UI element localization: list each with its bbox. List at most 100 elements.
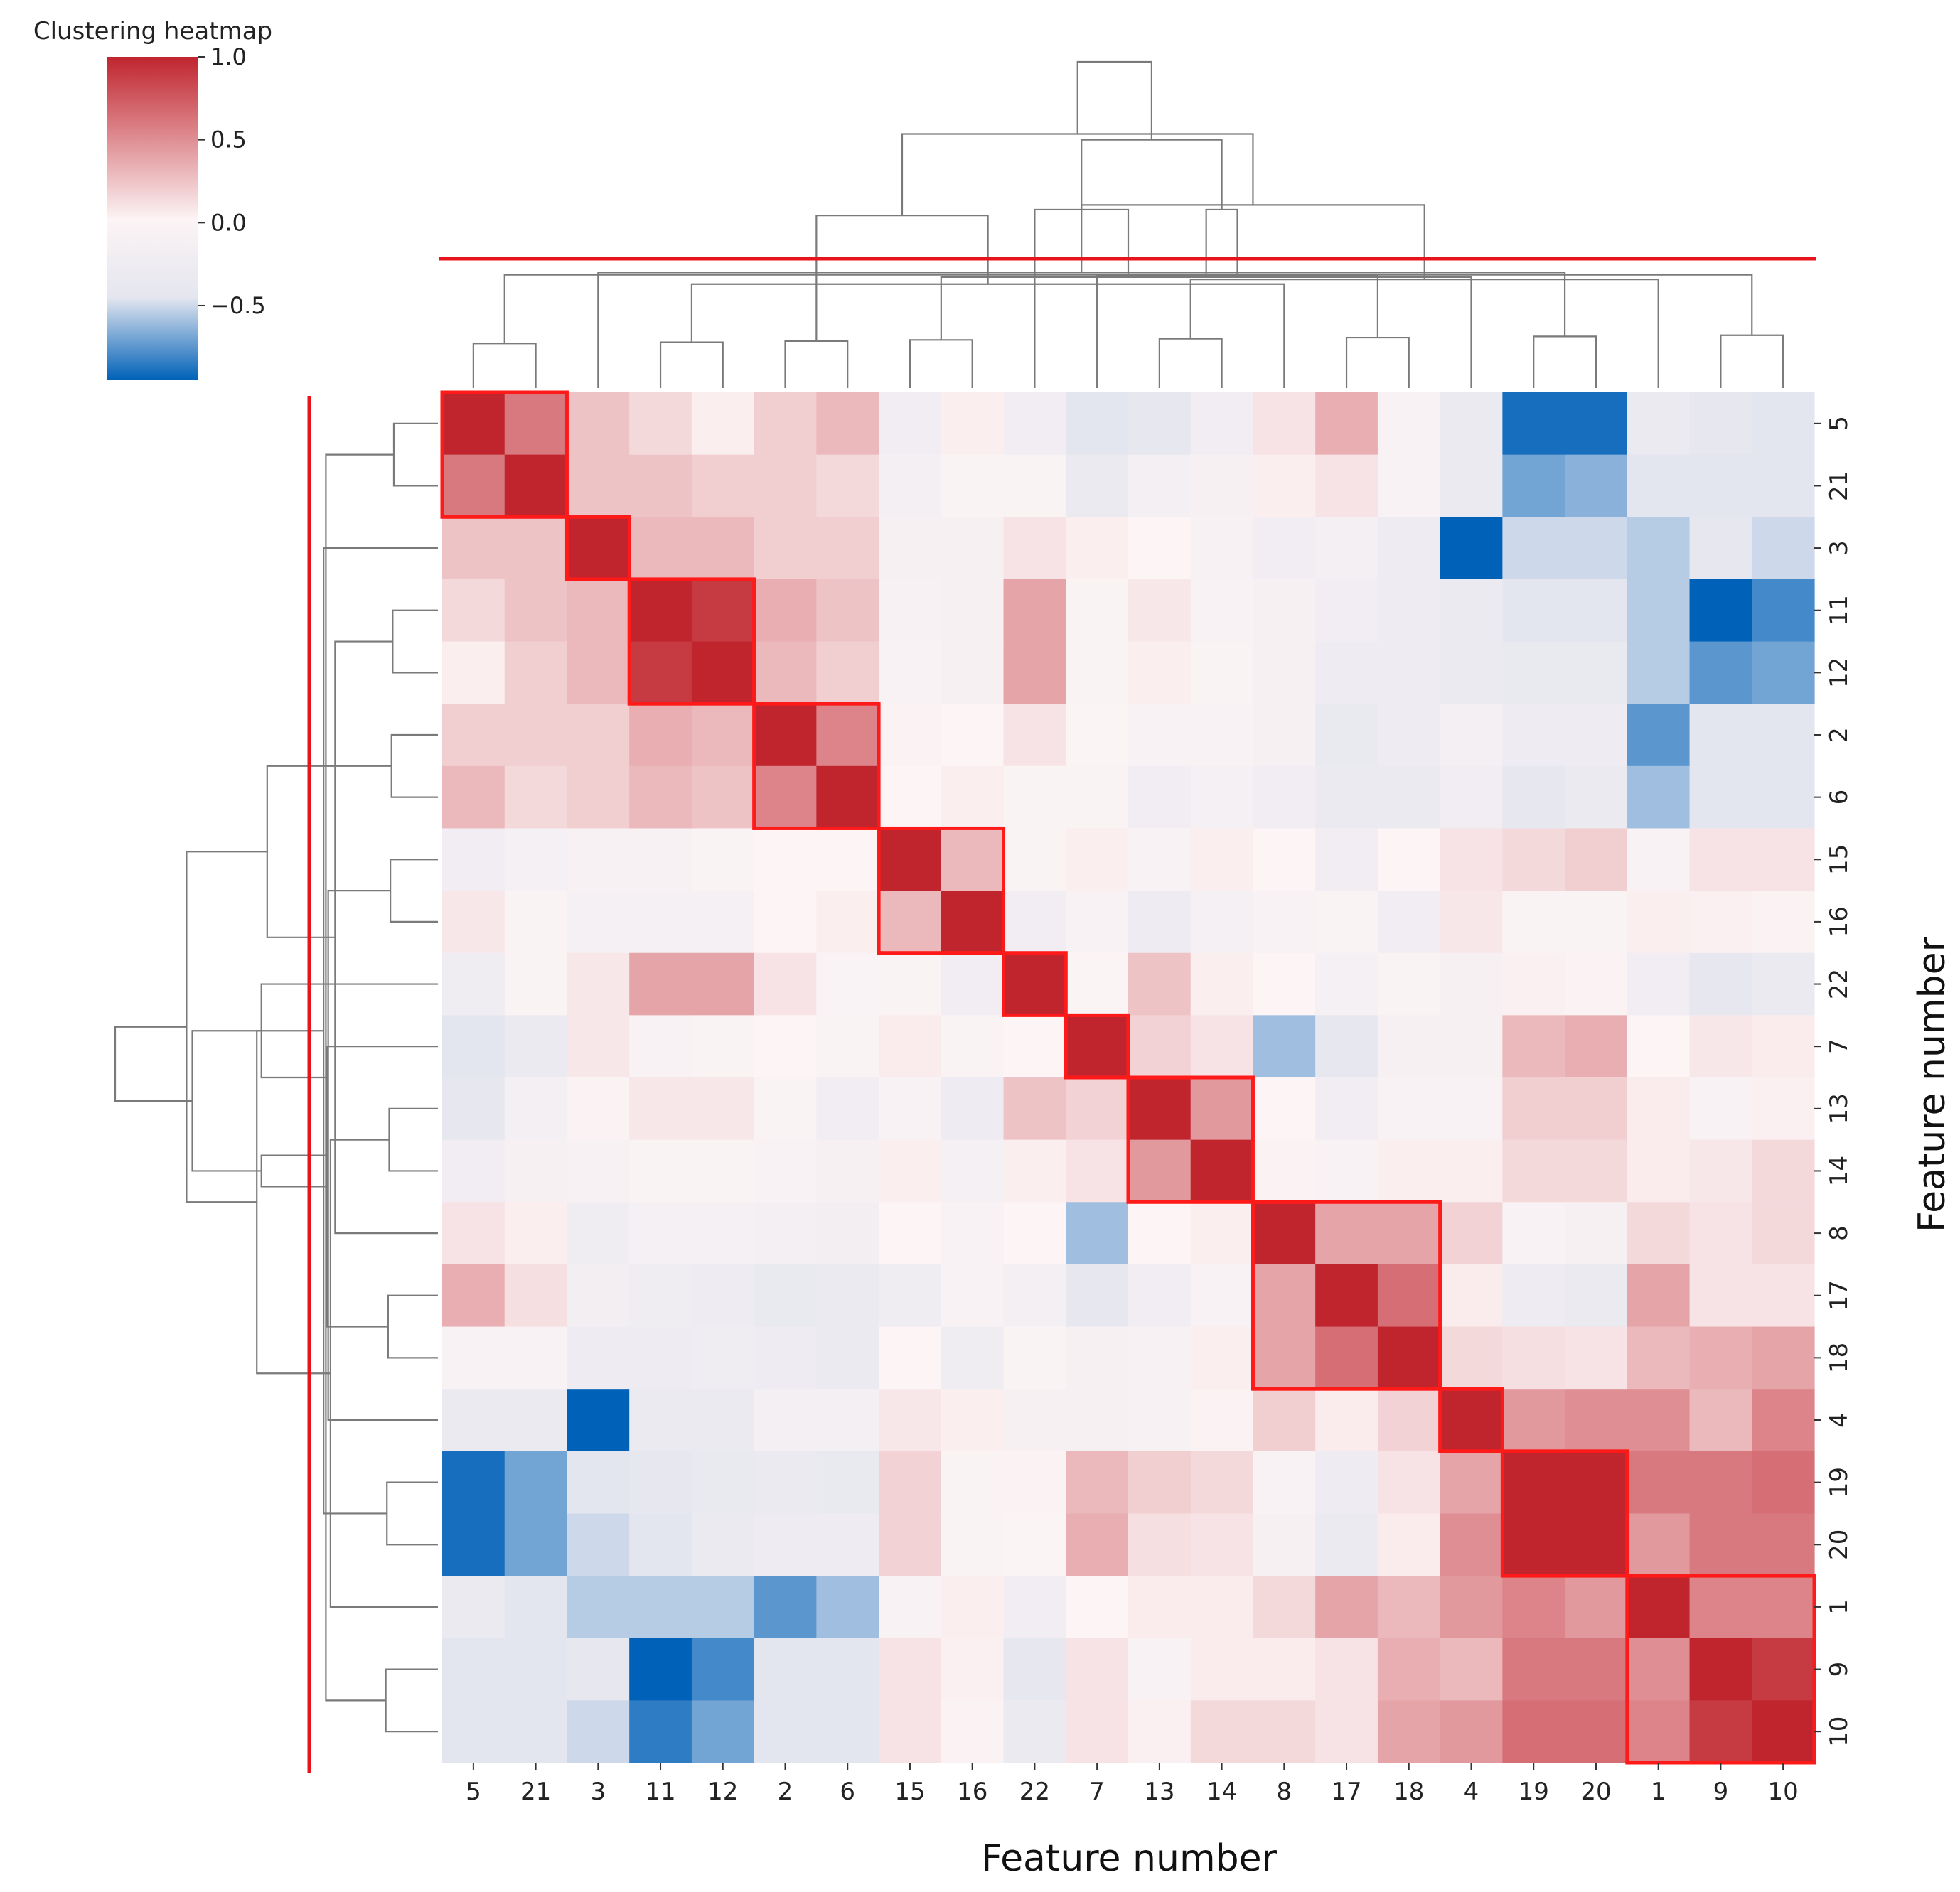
heatmap-cell-8-15 [879,1202,942,1265]
heatmap-cell-10-21 [504,1700,568,1763]
heatmap-cell-13-17 [1315,1077,1378,1141]
heatmap-cell-20-10 [1752,1513,1815,1576]
heatmap-cell-15-17 [1315,828,1378,891]
y-tick-label: 3 [1825,540,1853,556]
heatmap-cell-18-15 [879,1326,942,1390]
heatmap-cell-19-11 [629,1451,692,1515]
heatmap-cell-19-3 [567,1451,630,1515]
heatmap-cell-7-13 [1128,1015,1191,1078]
heatmap-cell-4-4 [1440,1389,1503,1452]
heatmap-cell-11-18 [1377,579,1441,643]
heatmap-cell-18-5 [442,1326,505,1390]
heatmap-cell-18-6 [816,1326,879,1390]
heatmap-cell-4-6 [816,1389,879,1452]
heatmap-cell-18-14 [1190,1326,1254,1390]
heatmap-cell-5-5 [442,392,505,456]
heatmap-cell-17-9 [1689,1264,1752,1328]
heatmap-cell-16-2 [754,891,817,954]
heatmap-cell-21-12 [691,454,755,517]
x-tick-label: 10 [1767,1778,1798,1806]
heatmap-cell-13-19 [1502,1077,1565,1141]
heatmap-cell-6-17 [1315,765,1378,829]
heatmap-cell-22-19 [1502,952,1565,1016]
row-dendrogram-link [323,547,438,1515]
heatmap-cell-4-14 [1190,1389,1254,1452]
heatmap-cell-21-3 [567,454,630,517]
heatmap-cell-22-16 [941,952,1005,1016]
heatmap-cell-8-18 [1377,1202,1441,1265]
y-tick-label: 11 [1825,595,1853,625]
heatmap-cell-19-14 [1190,1451,1254,1515]
heatmap-cell-6-10 [1752,765,1815,829]
heatmap-cell-5-10 [1752,392,1815,456]
heatmap-cell-19-22 [1003,1451,1066,1515]
y-tick-label: 19 [1825,1467,1853,1498]
heatmap-cell-18-17 [1315,1326,1378,1390]
heatmap-cell-14-1 [1627,1139,1691,1203]
heatmap-cell-4-18 [1377,1389,1441,1452]
heatmap-cell-6-7 [1066,765,1129,829]
y-tick-label: 17 [1825,1280,1853,1311]
heatmap-cell-6-8 [1253,765,1316,829]
heatmap-cell-19-6 [816,1451,879,1515]
heatmap-cell-15-11 [629,828,692,891]
heatmap-cell-22-1 [1627,952,1691,1016]
heatmap-cell-9-11 [629,1638,692,1701]
heatmap-cell-17-17 [1315,1264,1378,1328]
heatmap-cell-7-15 [879,1015,942,1078]
heatmap-cell-4-16 [941,1389,1005,1452]
heatmap-cell-3-7 [1066,517,1129,580]
heatmap-cell-22-15 [879,952,942,1016]
heatmap-cell-6-4 [1440,765,1503,829]
x-tick-label: 16 [957,1778,987,1806]
heatmap-cell-17-2 [754,1264,817,1328]
heatmap-cell-5-20 [1565,392,1628,456]
heatmap-cell-19-8 [1253,1451,1316,1515]
heatmap-cell-7-18 [1377,1015,1441,1078]
heatmap-cell-1-10 [1752,1576,1815,1639]
heatmap-cell-7-9 [1689,1015,1752,1078]
heatmap-cell-13-2 [754,1077,817,1141]
heatmap-cell-4-21 [504,1389,568,1452]
heatmap-cell-20-17 [1315,1513,1378,1576]
heatmap-cell-18-20 [1565,1326,1628,1390]
heatmap-cell-1-8 [1253,1576,1316,1639]
heatmap-cell-10-14 [1190,1700,1254,1763]
cluster-box-2-6 [752,702,881,830]
x-tick-label: 5 [466,1778,481,1806]
heatmap-cell-5-14 [1190,392,1254,456]
heatmap-cell-16-20 [1565,891,1628,954]
heatmap-cell-18-3 [567,1326,630,1390]
row-dendrogram-link [387,1294,438,1359]
heatmap-cell-4-19 [1502,1389,1565,1452]
heatmap-cell-16-14 [1190,891,1254,954]
heatmap-cell-12-8 [1253,641,1316,704]
x-tick-label: 19 [1519,1778,1549,1806]
heatmap-cell-2-3 [567,704,630,767]
heatmap-cell-16-1 [1627,891,1691,954]
heatmap-cell-1-3 [567,1576,630,1639]
y-tick-label: 10 [1825,1716,1853,1747]
heatmap-cell-12-2 [754,641,817,704]
heatmap-cell-13-7 [1066,1077,1129,1141]
heatmap-cell-8-8 [1253,1202,1316,1265]
heatmap-cell-20-12 [691,1513,755,1576]
heatmap-cell-5-22 [1003,392,1066,456]
x-tick-label: 15 [894,1778,925,1806]
heatmap-cell-13-12 [691,1077,755,1141]
heatmap-cell-6-13 [1128,765,1191,829]
heatmap-cell-10-4 [1440,1700,1503,1763]
heatmap-cell-20-9 [1689,1513,1752,1576]
heatmap-cell-8-17 [1315,1202,1378,1265]
heatmap-cell-14-6 [816,1139,879,1203]
heatmap-cell-3-5 [442,517,505,580]
colorbar-tick-label: 0.0 [210,209,247,236]
heatmap-cell-15-19 [1502,828,1565,891]
column-dendrogram-link [1076,60,1152,140]
heatmap-cell-17-5 [442,1264,505,1328]
heatmap-cell-9-3 [567,1638,630,1701]
row-dendrogram-link [256,1030,331,1375]
heatmap-cell-21-6 [816,454,879,517]
heatmap-cell-10-2 [754,1700,817,1763]
x-tick-label: 14 [1206,1778,1237,1806]
